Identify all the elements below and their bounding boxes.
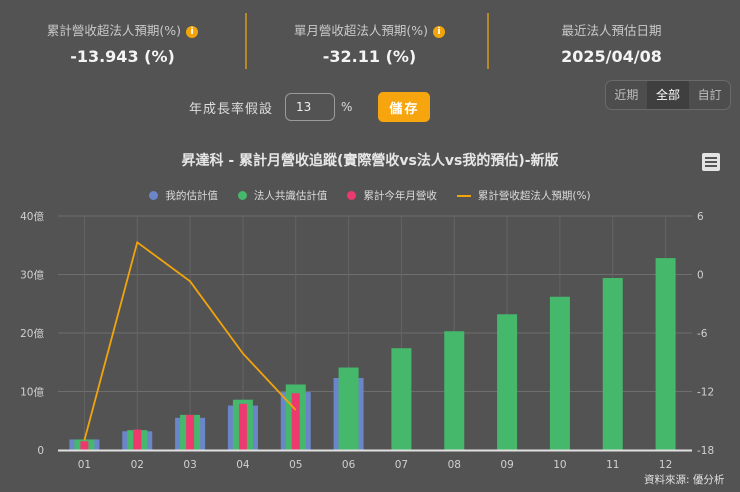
svg-text:10億: 10億 xyxy=(20,386,44,399)
stat-label: 單月營收超法人預期(%) xyxy=(293,23,429,38)
line-series xyxy=(83,240,297,441)
chart-title: 昇達科 - 累計月營收追蹤(實際營收vs法人vs我的預估)-新版 xyxy=(181,153,559,169)
svg-text:6: 6 xyxy=(697,211,704,223)
legend-label: 法人共識估計值 xyxy=(253,190,328,202)
svg-text:09: 09 xyxy=(500,459,513,471)
legend-item-beat-line[interactable]: 累計營收超法人預期(%) xyxy=(456,188,591,203)
svg-text:03: 03 xyxy=(183,459,196,471)
stats-bar: 累計營收超法人預期(%) i -13.943 (%) 單月營收超法人預期(%) i … xyxy=(0,10,740,70)
circle-icon xyxy=(149,191,159,200)
growth-rate-form: 年成長率假設 % 儲存 xyxy=(189,91,431,123)
divider xyxy=(487,13,489,69)
growth-rate-input[interactable] xyxy=(285,93,336,121)
circle-icon xyxy=(347,191,357,200)
growth-rate-label: 年成長率假設 xyxy=(189,101,274,117)
info-icon[interactable]: i xyxy=(433,26,446,38)
svg-text:02: 02 xyxy=(131,459,144,471)
legend-item-consensus[interactable]: 法人共識估計值 xyxy=(237,188,328,203)
legend-item-mine[interactable]: 我的估計值 xyxy=(149,188,218,203)
svg-text:-18: -18 xyxy=(697,445,714,457)
svg-text:01: 01 xyxy=(78,459,91,471)
stat-value: 2025/04/08 xyxy=(561,47,662,66)
stat-value: -13.943 (%) xyxy=(70,47,175,66)
svg-text:06: 06 xyxy=(342,459,356,471)
stat-label: 累計營收超法人預期(%) xyxy=(46,23,182,38)
svg-text:11: 11 xyxy=(606,459,619,471)
hamburger-icon-bar xyxy=(705,165,717,167)
stat-cumulative-beat: 累計營收超法人預期(%) i -13.943 (%) xyxy=(0,10,245,66)
chart-legend: 我的估計值 法人共識估計值 累計今年月營收 累計營收超法人預期(%) xyxy=(0,188,740,203)
svg-text:10: 10 xyxy=(553,459,566,471)
hamburger-icon xyxy=(705,157,717,159)
svg-text:0: 0 xyxy=(697,270,704,282)
circle-icon xyxy=(237,191,247,200)
tab-recent[interactable]: 近期 xyxy=(606,81,648,109)
stat-label: 最近法人預估日期 xyxy=(561,23,662,38)
data-source-credit: 資料來源: 優分析 xyxy=(644,474,725,486)
svg-text:20億: 20億 xyxy=(20,327,44,340)
svg-text:-12: -12 xyxy=(697,387,714,399)
stat-latest-estimate-date: 最近法人預估日期 2025/04/08 xyxy=(489,10,734,66)
stat-value: -32.11 (%) xyxy=(322,47,417,66)
save-button[interactable]: 儲存 xyxy=(378,92,431,122)
svg-text:05: 05 xyxy=(289,459,302,471)
svg-text:07: 07 xyxy=(395,459,408,471)
gridlines xyxy=(58,215,692,450)
svg-text:04: 04 xyxy=(236,459,250,471)
info-icon[interactable]: i xyxy=(186,26,199,38)
line-icon xyxy=(456,194,471,197)
bar-series xyxy=(69,258,676,450)
chart-menu-button[interactable] xyxy=(702,153,720,171)
svg-text:30億: 30億 xyxy=(20,269,44,282)
hamburger-icon-bar xyxy=(705,161,717,163)
svg-text:-6: -6 xyxy=(697,328,708,340)
tab-all[interactable]: 全部 xyxy=(647,81,690,109)
divider xyxy=(245,13,247,69)
tab-custom[interactable]: 自訂 xyxy=(697,88,722,102)
svg-text:40億: 40億 xyxy=(20,210,44,223)
svg-text:0: 0 xyxy=(37,445,44,457)
svg-text:12: 12 xyxy=(659,459,672,471)
legend-item-actual[interactable]: 累計今年月營收 xyxy=(347,188,437,203)
percent-unit: % xyxy=(341,100,353,114)
legend-label: 累計營收超法人預期(%) xyxy=(477,190,591,202)
svg-text:08: 08 xyxy=(448,459,461,471)
range-selector: 近期 全部 自訂 xyxy=(605,80,731,110)
legend-label: 我的估計值 xyxy=(165,190,218,202)
legend-label: 累計今年月營收 xyxy=(363,190,437,202)
stat-monthly-beat: 單月營收超法人預期(%) i -32.11 (%) xyxy=(247,10,492,66)
